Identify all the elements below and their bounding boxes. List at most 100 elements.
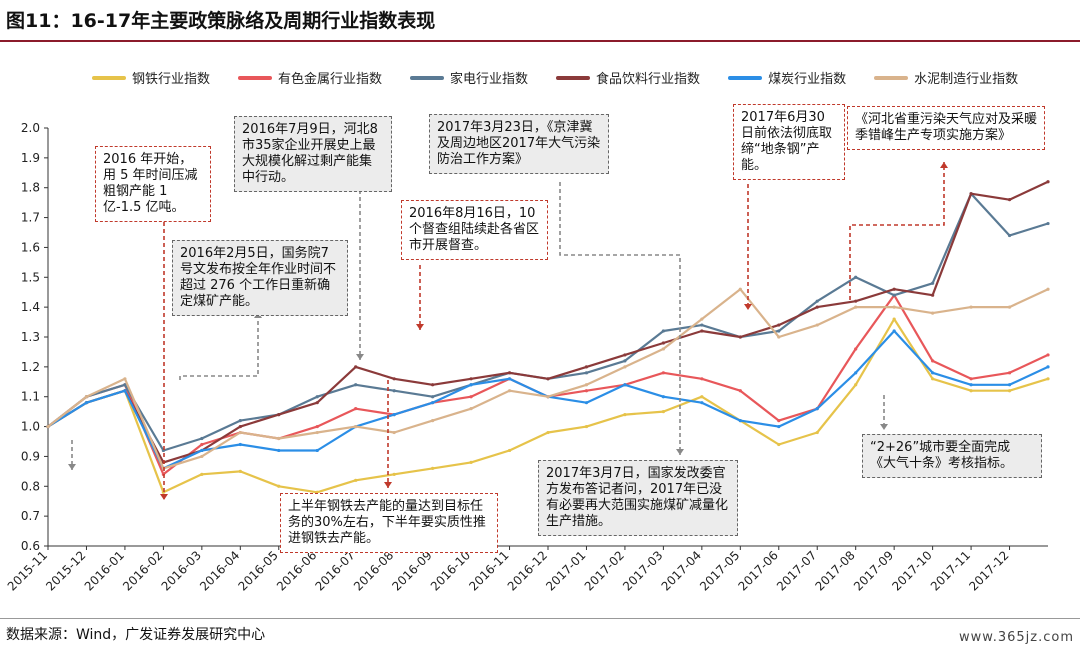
watermark: www.365jz.com <box>959 630 1074 645</box>
annotation-arrowhead <box>68 464 76 470</box>
data-point <box>84 395 89 399</box>
x-tick-label: 2016-07 <box>312 548 357 593</box>
data-point <box>84 401 89 405</box>
data-point <box>1007 198 1012 202</box>
data-point <box>892 305 896 309</box>
x-tick-label: 2016-08 <box>351 548 396 593</box>
x-tick-label: 2017-03 <box>620 548 665 593</box>
legend-label: 钢铁行业指数 <box>132 72 211 87</box>
data-point <box>815 299 819 303</box>
annotation-arrowhead <box>744 304 752 310</box>
y-tick-label: 1.6 <box>21 240 40 254</box>
data-point <box>431 383 435 387</box>
legend-item: 钢铁行业指数 <box>92 68 210 87</box>
x-tick-label: 2017-07 <box>774 548 819 593</box>
data-point <box>238 469 242 473</box>
data-point <box>815 323 819 327</box>
data-point <box>969 389 973 393</box>
data-point <box>431 401 435 405</box>
data-point <box>392 472 396 476</box>
data-point <box>931 371 935 375</box>
data-point <box>277 436 281 441</box>
data-point <box>700 317 704 321</box>
data-point <box>931 311 935 315</box>
data-point <box>854 299 858 303</box>
legend-label: 有色金属行业指数 <box>278 72 383 87</box>
data-point <box>623 413 627 417</box>
data-point <box>315 395 319 399</box>
legend-swatch <box>874 75 909 80</box>
annotation-arrowhead <box>880 424 888 430</box>
data-point <box>892 287 896 291</box>
x-tick-label: 2017-04 <box>659 548 704 593</box>
data-point <box>507 377 512 381</box>
data-point <box>200 454 204 459</box>
data-point <box>1046 287 1050 291</box>
annotation-leader <box>849 162 945 300</box>
data-point <box>584 365 589 369</box>
data-point <box>200 448 204 453</box>
data-point <box>431 466 435 470</box>
annotation-hebei-pollution: 《河北省重污染天气应对及采暖季错峰生产专项实施方案》 <box>847 106 1045 150</box>
data-point <box>315 424 319 429</box>
line-chart: 0.6 0.7 0.8 0.9 1.0 1.1 1.2 1.3 1.4 1.5 1.6 1.7 1.8 1… <box>5 121 1050 594</box>
data-point <box>392 377 396 381</box>
annotation-inspection: 2016年8月16日，10个督查组陆续赴各省区市开展督查。 <box>401 200 548 260</box>
x-tick-label: 2016-03 <box>159 548 204 593</box>
data-point <box>354 478 358 482</box>
data-point <box>507 448 512 453</box>
data-point <box>1046 180 1050 184</box>
source-note: 数据来源：Wind，广发证券发展研究中心 <box>6 627 266 643</box>
data-point <box>892 293 896 297</box>
data-point <box>584 383 589 387</box>
x-tick-label: 2017-01 <box>543 548 588 593</box>
legend-swatch <box>92 75 126 80</box>
x-tick-label: 2016-10 <box>428 548 473 593</box>
data-point <box>277 413 281 417</box>
data-point <box>469 383 473 387</box>
data-point <box>661 371 665 375</box>
y-tick-label: 1.4 <box>21 300 40 314</box>
data-point <box>969 305 973 309</box>
data-point <box>392 389 396 393</box>
series-line <box>46 180 1050 464</box>
data-point <box>46 424 50 429</box>
data-point <box>469 377 473 381</box>
x-tick-label: 2016-09 <box>389 548 434 593</box>
data-point <box>238 424 242 429</box>
legend-label: 家电行业指数 <box>450 72 529 87</box>
y-tick-label: 2.0 <box>21 121 40 135</box>
y-tick-label: 0.8 <box>21 479 40 493</box>
x-tick-label: 2016-06 <box>274 548 319 593</box>
y-tick-label: 1.3 <box>21 330 40 344</box>
data-point <box>546 430 550 435</box>
x-tick-label: 2015-12 <box>43 548 88 593</box>
data-point <box>661 395 665 399</box>
data-point <box>354 365 358 369</box>
legend-item: 煤炭行业指数 <box>728 68 846 87</box>
legend-label: 水泥制造行业指数 <box>914 72 1019 87</box>
x-tick-label: 2017-02 <box>582 548 627 593</box>
data-point <box>546 377 550 381</box>
data-point <box>700 401 704 405</box>
y-tick-label: 1.7 <box>21 211 40 225</box>
data-point <box>277 484 281 488</box>
data-point <box>777 424 781 429</box>
annotation-steel-target: 上半年钢铁去产能的量达到目标任务的30%左右，下半年要实质性推进钢铁去产能。 <box>280 493 498 553</box>
legend-item: 食品饮料行业指数 <box>556 68 700 87</box>
data-point <box>661 347 665 351</box>
data-point <box>354 383 358 387</box>
y-tick-label: 0.6 <box>21 539 40 553</box>
legend-item: 家电行业指数 <box>410 68 528 87</box>
data-point <box>315 430 319 435</box>
data-point <box>854 275 858 279</box>
data-point <box>123 377 127 381</box>
y-tick-label: 0.7 <box>21 509 40 523</box>
data-point <box>584 401 589 405</box>
title-divider <box>0 40 1080 42</box>
legend-swatch <box>556 75 591 80</box>
x-tick-label: 2016-05 <box>236 548 281 593</box>
data-point <box>854 305 858 309</box>
data-point <box>238 442 242 447</box>
data-point <box>969 192 973 196</box>
